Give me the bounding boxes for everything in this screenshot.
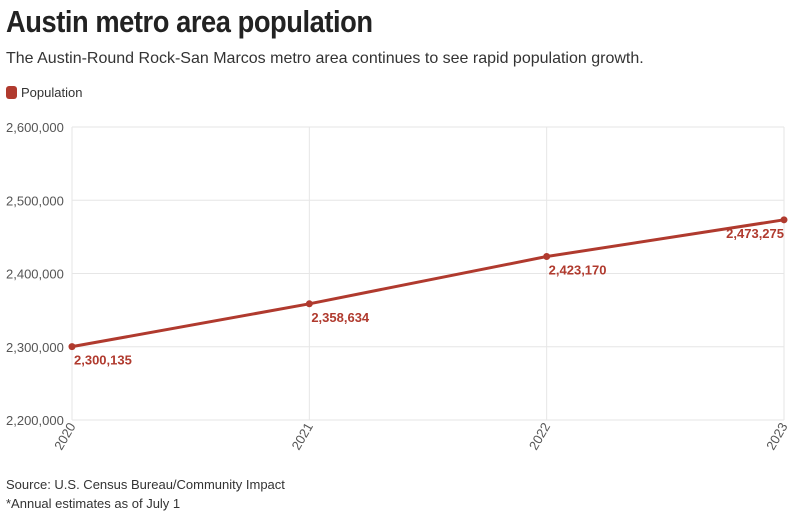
y-axis: 2,200,000 2,300,000 2,400,000 2,500,000 2,60… [6, 120, 64, 428]
chart-subtitle: The Austin-Round Rock-San Marcos metro a… [6, 50, 644, 67]
data-label: 2,423,170 [549, 263, 607, 278]
x-tick-label: 2021 [288, 420, 315, 453]
legend-swatch [6, 86, 17, 99]
y-tick-label: 2,600,000 [6, 120, 64, 135]
data-point [543, 253, 551, 261]
source-note: Source: U.S. Census Bureau/Community Imp… [6, 477, 285, 492]
grid-lines [71, 126, 785, 421]
y-tick-label: 2,500,000 [6, 193, 64, 208]
data-label: 2,358,634 [311, 310, 370, 325]
line-chart: 2,200,000 2,300,000 2,400,000 2,500,000 2,60… [6, 120, 791, 453]
y-tick-label: 2,300,000 [6, 340, 64, 355]
legend: Population [6, 85, 82, 100]
x-tick-label: 2022 [526, 420, 553, 453]
data-label: 2,473,275 [726, 226, 784, 241]
y-tick-label: 2,200,000 [6, 413, 64, 428]
data-point [68, 343, 76, 351]
data-labels: 2,300,135 2,358,634 2,423,170 2,473,275 [74, 226, 784, 368]
series-population [68, 216, 788, 351]
legend-label: Population [21, 85, 83, 100]
data-point [305, 300, 313, 308]
y-tick-label: 2,400,000 [6, 267, 64, 282]
chart-title: Austin metro area population [6, 4, 373, 39]
data-label: 2,300,135 [74, 353, 132, 368]
footnote: *Annual estimates as of July 1 [6, 496, 181, 511]
x-tick-label: 2023 [763, 420, 790, 453]
data-point [780, 216, 788, 224]
x-axis: 2020 2021 2022 2023 [51, 420, 790, 453]
population-line [70, 218, 786, 349]
